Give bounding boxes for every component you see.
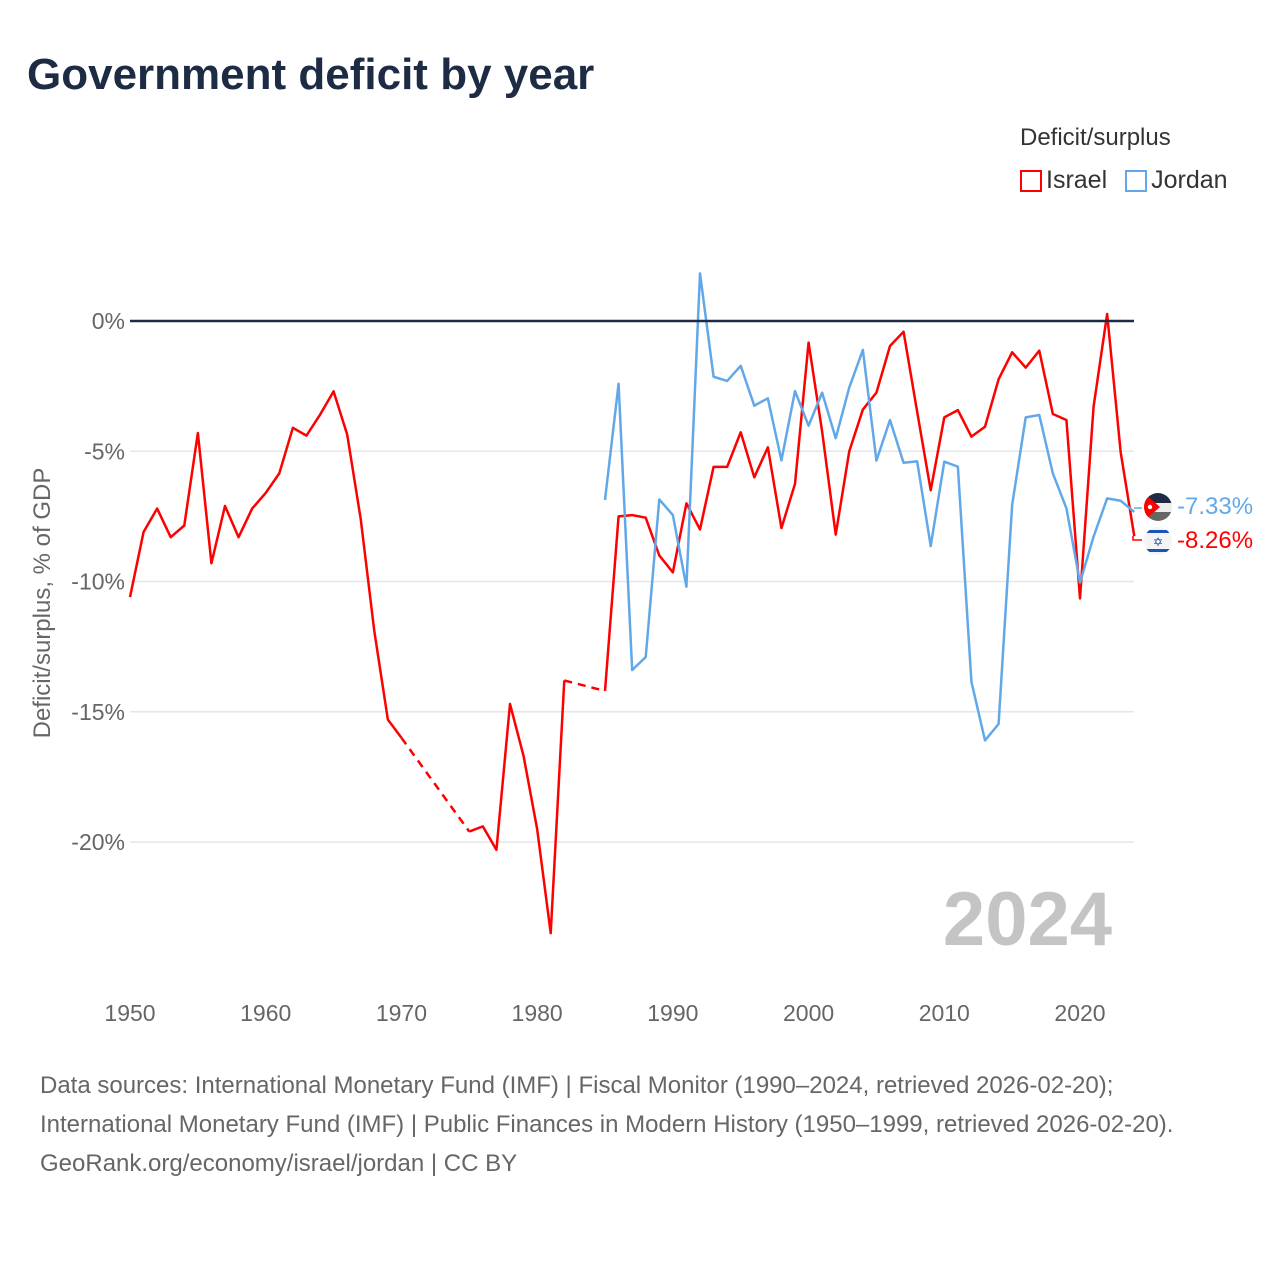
legend-label-israel: Israel — [1046, 166, 1108, 194]
year-watermark: 2024 — [943, 877, 1112, 962]
y-tick-label: -5% — [84, 438, 125, 464]
x-tick-label: 1980 — [512, 1000, 563, 1026]
x-tick-label: 1970 — [376, 1000, 427, 1026]
legend-label-jordan: Jordan — [1151, 166, 1228, 194]
attribution: GeoRank.org/economy/israel/jordan | CC B… — [40, 1144, 1240, 1183]
legend-item-jordan[interactable]: Jordan — [1125, 166, 1228, 195]
israel-series-line — [468, 680, 566, 935]
legend: Israel Jordan — [1020, 166, 1228, 195]
y-tick-label: -20% — [71, 829, 125, 855]
legend-title: Deficit/surplus — [1020, 124, 1171, 151]
israel-series-line — [603, 312, 1136, 692]
source-link[interactable]: GeoRank.org/economy/israel/jordan — [40, 1150, 425, 1177]
x-tick-label: 2020 — [1054, 1000, 1105, 1026]
israel-gap-line — [400, 737, 471, 833]
y-tick-label: -15% — [71, 699, 125, 725]
jordan-flag-icon — [1144, 493, 1172, 521]
footer: Data sources: International Monetary Fun… — [40, 1066, 1240, 1183]
x-tick-label: 1950 — [104, 1000, 155, 1026]
israel-end-connector — [1132, 536, 1142, 541]
y-tick-label: 0% — [92, 308, 125, 334]
x-tick-label: 2000 — [783, 1000, 834, 1026]
legend-swatch-jordan — [1125, 169, 1148, 192]
jordan-series-line — [603, 272, 1136, 742]
svg-text:✡: ✡ — [1153, 535, 1163, 549]
y-tick-label: -10% — [71, 569, 125, 595]
y-axis-label: Deficit/surplus, % of GDP — [29, 468, 56, 739]
legend-item-israel[interactable]: Israel — [1020, 166, 1107, 195]
license: | CC BY — [424, 1150, 518, 1177]
jordan-end-value: -7.33% — [1177, 493, 1253, 520]
israel-flag-icon: ✡ — [1144, 527, 1172, 555]
data-sources: Data sources: International Monetary Fun… — [40, 1072, 1174, 1138]
x-tick-label: 1960 — [240, 1000, 291, 1026]
israel-series-line — [128, 390, 403, 739]
x-tick-label: 2010 — [919, 1000, 970, 1026]
israel-end-value: -8.26% — [1177, 527, 1253, 554]
legend-swatch-israel — [1020, 169, 1042, 192]
israel-gap-line — [563, 679, 606, 693]
x-tick-label: 1990 — [647, 1000, 698, 1026]
chart-title: Government deficit by year — [27, 50, 595, 99]
